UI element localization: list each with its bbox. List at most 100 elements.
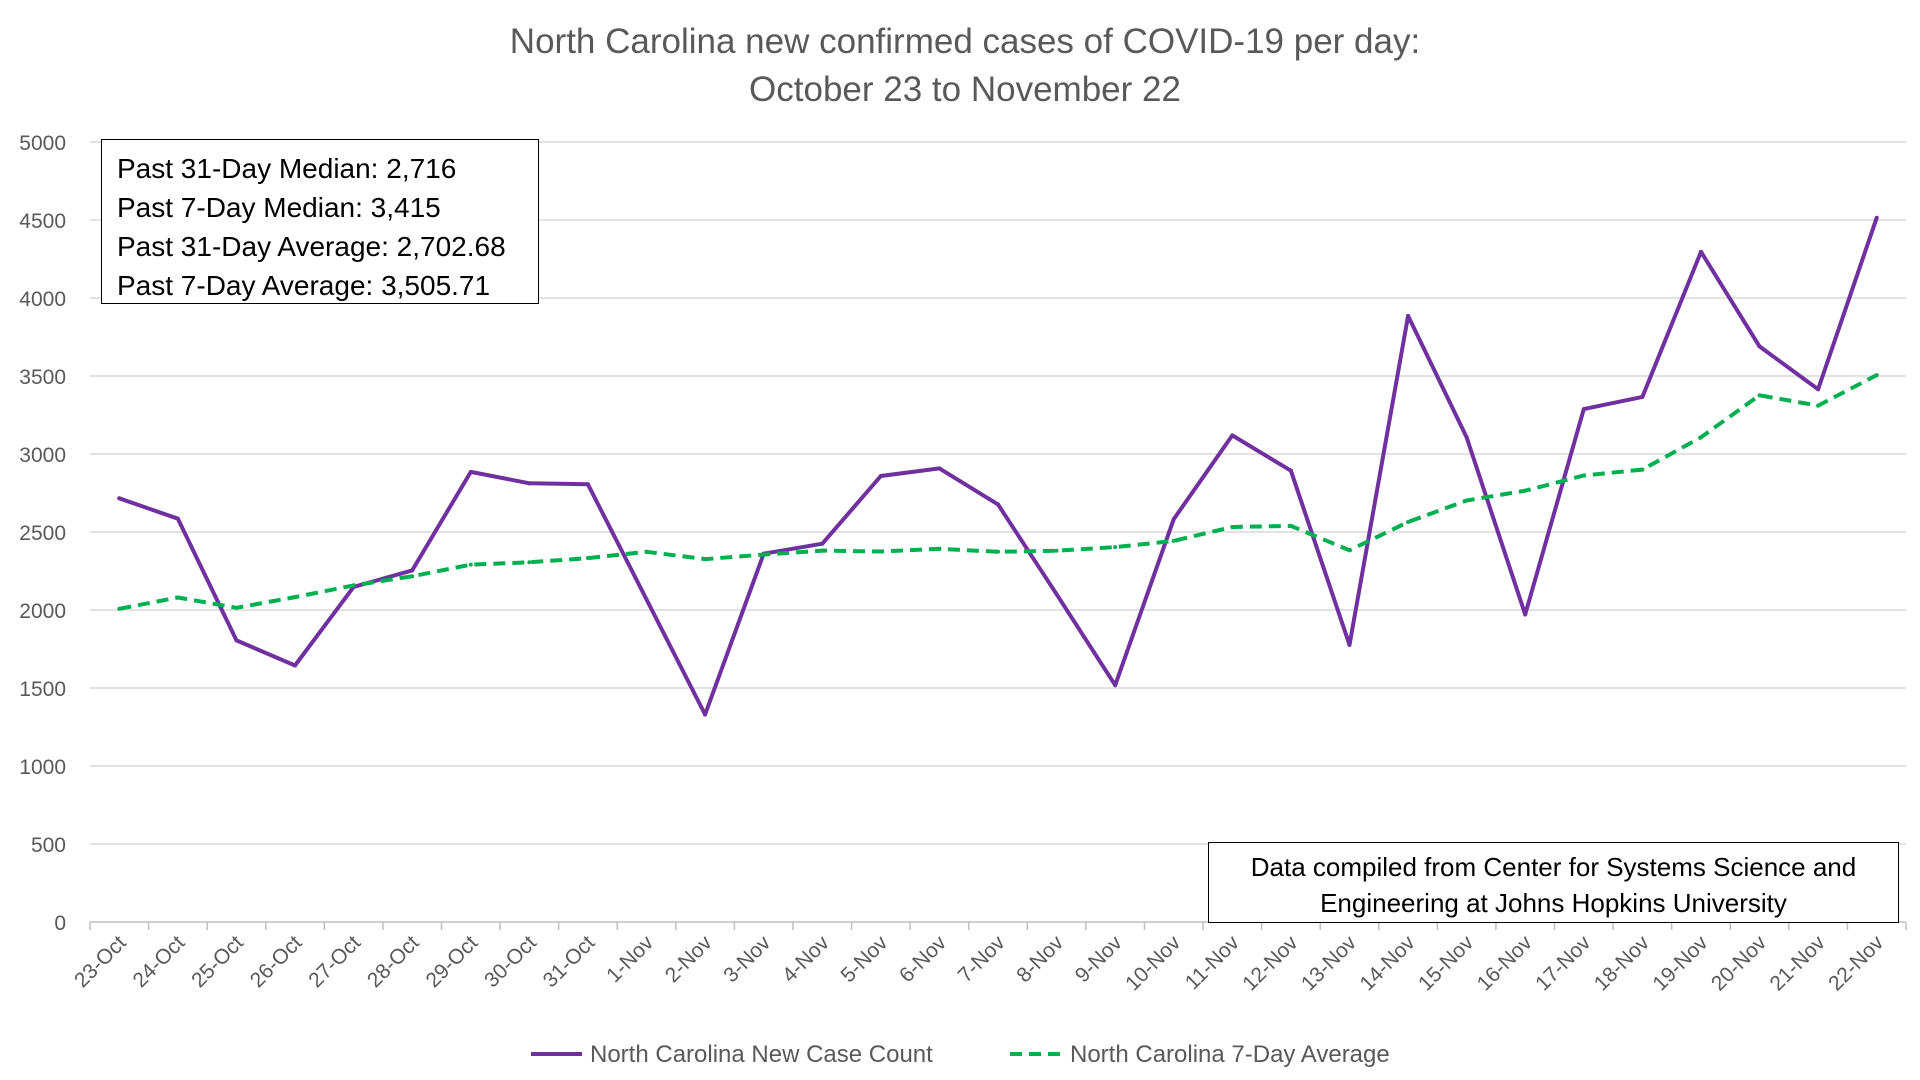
data-point	[293, 663, 298, 668]
x-tick-label: 29-Oct	[421, 931, 482, 992]
data-point	[585, 556, 590, 561]
data-point	[468, 469, 473, 474]
x-tick-label: 14-Nov	[1355, 931, 1419, 995]
x-tick-label: 8-Nov	[1012, 931, 1068, 987]
x-tick-label: 9-Nov	[1071, 931, 1127, 987]
legend: North Carolina New Case Count North Caro…	[531, 1041, 1390, 1068]
data-source-box: Data compiled from Center for Systems Sc…	[1208, 842, 1899, 923]
data-point	[175, 595, 180, 600]
data-point	[1054, 592, 1059, 597]
data-point	[1230, 433, 1235, 438]
x-tick-label: 10-Nov	[1121, 931, 1185, 995]
x-tick-label: 15-Nov	[1414, 931, 1478, 995]
data-point	[761, 552, 766, 557]
data-point	[468, 562, 473, 567]
y-tick-label: 1000	[19, 756, 66, 779]
x-tick-label: 12-Nov	[1238, 931, 1302, 995]
data-point	[1698, 435, 1703, 440]
data-point	[1581, 407, 1586, 412]
source-line-2: Engineering at Johns Hopkins University	[1320, 888, 1787, 918]
x-tick-label: 19-Nov	[1648, 931, 1712, 995]
y-tick-label: 5000	[19, 132, 66, 155]
x-tick-label: 1-Nov	[602, 931, 658, 987]
x-tick-label: 23-Oct	[70, 931, 131, 992]
y-tick-label: 0	[54, 912, 66, 935]
x-tick-label: 3-Nov	[719, 931, 775, 987]
data-point	[1406, 520, 1411, 525]
data-point	[1464, 498, 1469, 503]
data-point	[937, 546, 942, 551]
source-line-1: Data compiled from Center for Systems Sc…	[1250, 852, 1857, 882]
data-point	[937, 466, 942, 471]
data-point	[175, 516, 180, 521]
data-point	[1054, 548, 1059, 553]
x-tick-label: 24-Oct	[129, 931, 190, 992]
data-point	[820, 541, 825, 546]
data-point	[1698, 249, 1703, 254]
data-point	[1230, 525, 1235, 530]
data-point	[1171, 517, 1176, 522]
x-tick-label: 6-Nov	[895, 931, 951, 987]
data-point	[996, 502, 1000, 507]
data-point	[1816, 387, 1821, 392]
x-tick-label: 21-Nov	[1766, 931, 1830, 995]
data-point	[1347, 548, 1352, 553]
data-point	[1523, 488, 1528, 493]
data-point	[1523, 612, 1528, 617]
stat-31-day-median: Past 31-Day Median: 2,716	[117, 153, 457, 184]
data-point	[878, 549, 883, 554]
x-tick-label: 30-Oct	[480, 931, 541, 992]
data-point	[1113, 545, 1118, 550]
x-tick-label: 5-Nov	[836, 931, 892, 987]
data-point	[1406, 313, 1411, 318]
x-tick-label: 25-Oct	[187, 931, 248, 992]
data-point	[117, 496, 122, 501]
x-tick-label: 31-Oct	[539, 931, 600, 992]
data-point	[1347, 642, 1352, 647]
data-point	[644, 549, 649, 554]
data-point	[703, 557, 708, 562]
y-tick-label: 2000	[19, 600, 66, 623]
data-point	[703, 712, 708, 717]
x-tick-label: 2-Nov	[661, 931, 717, 987]
data-point	[527, 481, 532, 486]
x-tick-label: 27-Oct	[304, 931, 365, 992]
data-point	[410, 574, 415, 579]
x-tick-label: 11-Nov	[1181, 931, 1244, 994]
legend-label-7-day-average: North Carolina 7-Day Average	[1070, 1041, 1390, 1068]
data-point	[820, 548, 825, 553]
data-point	[1288, 523, 1293, 528]
x-axis-ticks: 23-Oct24-Oct25-Oct26-Oct27-Oct28-Oct29-O…	[70, 922, 1907, 995]
x-tick-label: 20-Nov	[1707, 931, 1771, 995]
data-point	[1171, 538, 1176, 543]
data-point	[1464, 435, 1469, 440]
chart-title-line2: October 23 to November 22	[749, 70, 1181, 109]
data-point	[1874, 373, 1879, 378]
data-point	[585, 482, 590, 487]
y-tick-label: 3500	[19, 366, 66, 389]
data-point	[1757, 393, 1762, 398]
data-point	[1640, 467, 1645, 472]
stat-31-day-average: Past 31-Day Average: 2,702.68	[117, 231, 506, 262]
data-point	[1581, 473, 1586, 478]
data-point	[1757, 344, 1762, 349]
data-point	[234, 638, 239, 643]
stat-7-day-median: Past 7-Day Median: 3,415	[117, 192, 441, 223]
x-tick-label: 18-Nov	[1590, 931, 1654, 995]
legend-label-new-case-count: North Carolina New Case Count	[590, 1041, 933, 1068]
y-tick-label: 2500	[19, 522, 66, 545]
y-tick-label: 4000	[19, 288, 66, 311]
data-point	[644, 597, 649, 602]
x-tick-label: 26-Oct	[246, 931, 307, 992]
x-tick-label: 22-Nov	[1824, 931, 1888, 995]
x-tick-label: 4-Nov	[778, 931, 834, 987]
data-point	[1113, 683, 1118, 688]
y-tick-label: 4500	[19, 210, 66, 233]
x-tick-label: 17-Nov	[1531, 931, 1595, 995]
data-point	[351, 583, 356, 588]
data-point	[1874, 215, 1879, 220]
data-point	[527, 560, 532, 565]
data-point	[878, 473, 883, 478]
data-point	[410, 568, 415, 573]
y-tick-label: 1500	[19, 678, 66, 701]
